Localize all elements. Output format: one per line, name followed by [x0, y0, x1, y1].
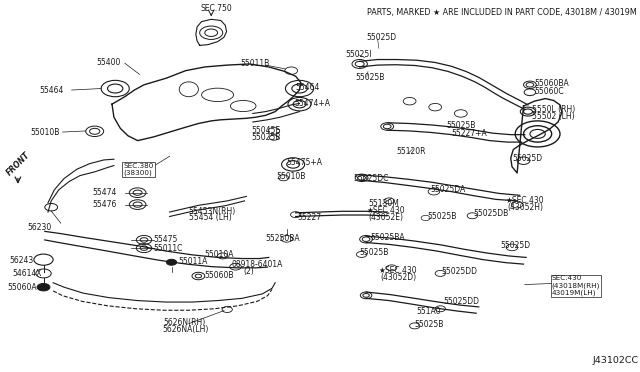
Text: FRONT: FRONT — [4, 150, 31, 177]
Text: 55025B: 55025B — [355, 73, 385, 81]
Text: 55011B: 55011B — [240, 60, 269, 68]
Text: 55010B: 55010B — [31, 128, 60, 137]
Text: 55474+A: 55474+A — [294, 99, 330, 108]
Text: SEC.430
(43018M(RH)
43019M(LH): SEC.430 (43018M(RH) 43019M(LH) — [552, 275, 600, 296]
Circle shape — [166, 259, 177, 265]
Text: 54614X: 54614X — [13, 269, 42, 278]
Text: 55025DC: 55025DC — [353, 174, 388, 183]
Text: 55464: 55464 — [296, 83, 320, 92]
Text: ★SEC.430: ★SEC.430 — [379, 266, 417, 275]
Text: 55475+A: 55475+A — [287, 158, 323, 167]
Text: (43052H): (43052H) — [508, 203, 543, 212]
Text: 5550L (RH): 5550L (RH) — [532, 105, 576, 114]
Text: 55025B: 55025B — [415, 320, 444, 329]
Text: SEC.380
(38300): SEC.380 (38300) — [124, 163, 154, 176]
Text: 55025D: 55025D — [512, 154, 542, 163]
Text: (43052D): (43052D) — [381, 273, 417, 282]
Text: 55453N(RH): 55453N(RH) — [189, 207, 236, 216]
Text: 55025B: 55025B — [447, 121, 476, 130]
Text: 55045E: 55045E — [252, 126, 281, 135]
Text: 55011C: 55011C — [154, 244, 183, 253]
Text: 55025B: 55025B — [428, 212, 457, 221]
Text: 56230: 56230 — [28, 223, 52, 232]
Text: 55025DB: 55025DB — [474, 209, 509, 218]
Text: 55025DD: 55025DD — [442, 267, 477, 276]
Text: 55227: 55227 — [298, 213, 322, 222]
Text: 55130M: 55130M — [368, 199, 399, 208]
Text: 55060A: 55060A — [8, 283, 37, 292]
Text: 55025BA: 55025BA — [370, 233, 404, 242]
Text: 55060BA: 55060BA — [534, 79, 569, 88]
Text: 55025B: 55025B — [252, 133, 281, 142]
Text: 55120R: 55120R — [397, 147, 426, 156]
Text: 08918-6401A: 08918-6401A — [232, 260, 283, 269]
Text: 56243: 56243 — [10, 256, 34, 265]
Text: 55400: 55400 — [96, 58, 120, 67]
Text: 55025B: 55025B — [360, 248, 389, 257]
Text: ★SEC.430: ★SEC.430 — [506, 196, 544, 205]
Text: 55502 (LH): 55502 (LH) — [532, 112, 575, 121]
Text: PARTS, MARKED ★ ARE INCLUDED IN PART CODE, 43018M / 43019M: PARTS, MARKED ★ ARE INCLUDED IN PART COD… — [367, 8, 637, 17]
Text: 55025D: 55025D — [367, 33, 397, 42]
Text: 55476: 55476 — [93, 200, 117, 209]
Text: 55025DD: 55025DD — [443, 297, 479, 306]
Text: 5626NA(LH): 5626NA(LH) — [162, 325, 208, 334]
Text: 55025D: 55025D — [500, 241, 531, 250]
Text: 55060B: 55060B — [205, 271, 234, 280]
Text: 55454 (LH): 55454 (LH) — [189, 213, 232, 222]
Text: (43052E): (43052E) — [368, 213, 403, 222]
Text: 55025I: 55025I — [346, 50, 372, 59]
Text: (2): (2) — [243, 267, 254, 276]
Text: 55010B: 55010B — [276, 172, 306, 181]
Text: 5626N(RH): 5626N(RH) — [163, 318, 205, 327]
Text: 55227+A: 55227+A — [451, 129, 487, 138]
Text: 55250BA: 55250BA — [266, 234, 300, 243]
Text: J43102CC: J43102CC — [593, 356, 639, 365]
Circle shape — [37, 283, 50, 291]
Text: 55060C: 55060C — [534, 87, 564, 96]
Text: 55464: 55464 — [40, 86, 64, 95]
Text: 55010A: 55010A — [205, 250, 234, 259]
Text: 551A0: 551A0 — [416, 307, 440, 316]
Text: 55025DA: 55025DA — [430, 185, 465, 194]
Text: ★SEC.430: ★SEC.430 — [366, 206, 404, 215]
Text: SEC.750: SEC.750 — [200, 4, 232, 13]
Text: 55474: 55474 — [93, 188, 117, 197]
Text: 55475: 55475 — [154, 235, 178, 244]
Text: 55011A: 55011A — [178, 257, 207, 266]
